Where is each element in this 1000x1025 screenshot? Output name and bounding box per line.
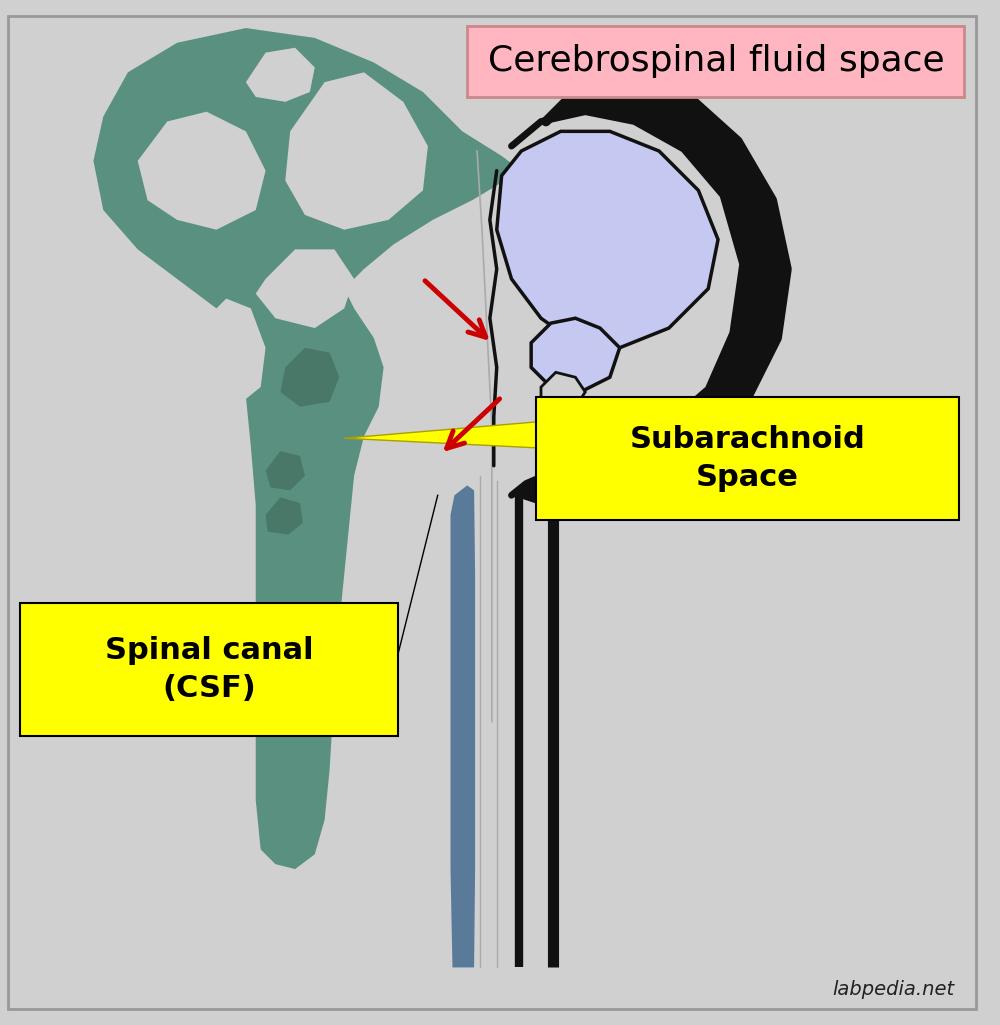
Text: labpedia.net: labpedia.net: [832, 980, 954, 999]
Polygon shape: [138, 112, 266, 230]
FancyBboxPatch shape: [536, 397, 959, 520]
Polygon shape: [280, 347, 339, 407]
Text: Subarachnoid
Space: Subarachnoid Space: [630, 425, 865, 492]
Polygon shape: [93, 28, 521, 869]
FancyBboxPatch shape: [20, 604, 398, 736]
Polygon shape: [285, 73, 428, 230]
Polygon shape: [344, 421, 546, 448]
Polygon shape: [511, 77, 787, 505]
Polygon shape: [497, 131, 718, 347]
Polygon shape: [531, 318, 620, 392]
Text: Cerebrospinal fluid space: Cerebrospinal fluid space: [488, 43, 944, 78]
Polygon shape: [541, 372, 585, 409]
Polygon shape: [266, 451, 305, 490]
FancyBboxPatch shape: [467, 26, 964, 97]
Polygon shape: [266, 497, 303, 535]
Polygon shape: [451, 486, 475, 968]
Text: Spinal canal
(CSF): Spinal canal (CSF): [105, 636, 314, 703]
Polygon shape: [246, 48, 315, 101]
Polygon shape: [187, 298, 266, 407]
Polygon shape: [256, 249, 354, 328]
